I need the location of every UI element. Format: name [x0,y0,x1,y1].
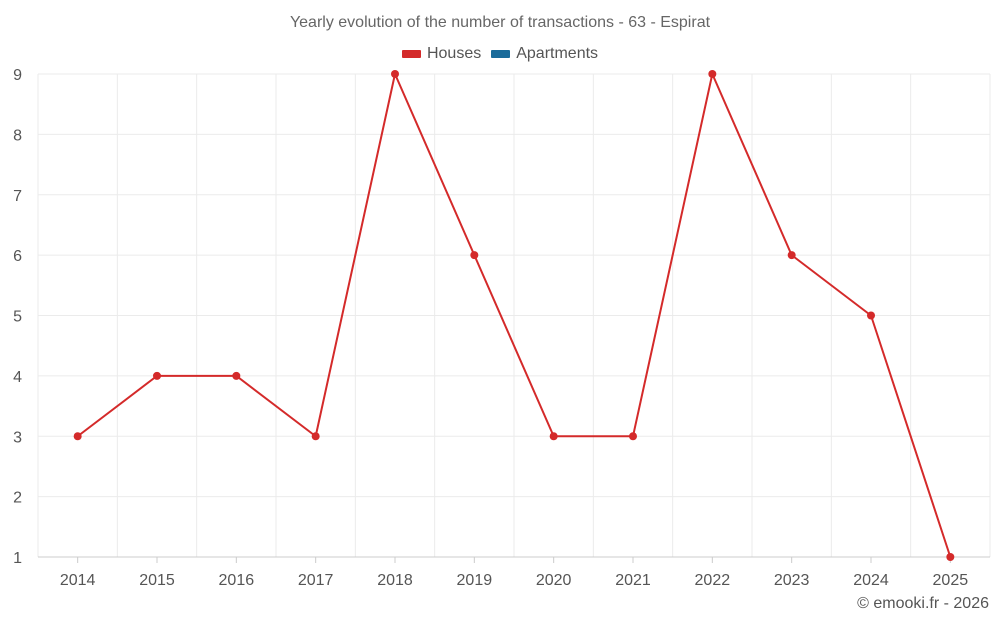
x-tick-label: 2025 [933,572,969,589]
data-point-houses [946,553,955,561]
series-line-houses [77,73,952,558]
data-point-houses [153,371,161,380]
x-tick-label: 2021 [615,572,651,589]
y-tick-label: 2 [13,490,22,507]
chart-title: Yearly evolution of the number of transa… [289,14,711,31]
data-point-houses [867,311,875,320]
data-point-houses [708,70,717,78]
x-tick-label: 2016 [219,572,255,589]
y-tick-label: 8 [13,127,22,144]
legend-label-apartments: Apartments [516,45,599,62]
legend-label-houses: Houses [426,45,482,62]
y-tick-label: 5 [13,309,22,326]
data-point-houses [787,251,796,260]
y-tick-label: 1 [13,550,22,567]
data-point-houses [73,432,82,441]
x-tick-label: 2022 [695,572,731,589]
x-tick-label: 2014 [60,572,96,589]
legend-item-houses[interactable]: Houses [401,45,482,63]
y-tick-label: 6 [13,248,22,265]
data-point-houses [549,432,558,441]
legend-swatch-houses [401,50,421,58]
data-point-houses [470,251,479,260]
x-tick-label: 2015 [139,572,175,589]
x-tick-label: 2020 [536,572,572,589]
data-point-houses [629,432,637,441]
chart-legend: Houses Apartments [0,45,1000,63]
data-point-houses [391,70,399,78]
x-tick-label: 2018 [377,572,413,589]
x-tick-label: 2019 [457,572,493,589]
x-tick-label: 2017 [298,572,334,589]
legend-swatch-apartments [491,50,511,58]
data-point-houses [311,432,320,441]
y-tick-label: 9 [13,67,22,84]
x-tick-label: 2024 [853,572,889,589]
credit-text: © emooki.fr - 2026 [857,595,989,612]
y-tick-label: 3 [13,429,22,446]
legend-item-apartments[interactable]: Apartments [491,45,598,63]
x-tick-label: 2023 [774,572,810,589]
y-tick-label: 7 [13,188,22,205]
data-point-houses [232,371,241,380]
y-tick-label: 4 [13,369,22,386]
